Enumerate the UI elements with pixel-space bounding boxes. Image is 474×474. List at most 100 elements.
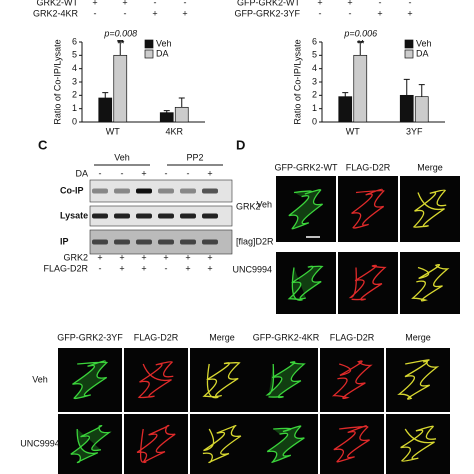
band [114, 188, 130, 194]
y-tick-label: 0 [72, 116, 77, 126]
cell-outline [265, 361, 306, 399]
row-label: FLAG-D2R [43, 263, 88, 273]
band [136, 213, 152, 219]
sign: + [119, 252, 124, 262]
legend-label: Veh [156, 38, 172, 48]
bar [414, 96, 429, 123]
y-tick-label: 6 [312, 36, 317, 46]
bar [98, 97, 113, 123]
legend-swatch [144, 39, 154, 49]
row-label: GRK2-4KR [33, 8, 79, 18]
sign: + [377, 8, 382, 18]
y-tick-label: 4 [72, 63, 77, 73]
band [92, 188, 108, 194]
sign: - [99, 263, 102, 273]
column-header: FLAG-D2R [134, 332, 179, 342]
y-tick-label: 3 [312, 76, 317, 86]
x-tick-label: WT [346, 126, 360, 136]
cell-outline [202, 425, 242, 464]
sign: + [347, 0, 352, 7]
sign: + [141, 252, 146, 262]
row-label: Veh [32, 374, 48, 384]
column-header: FLAG-D2R [346, 162, 391, 172]
micrograph [386, 348, 450, 412]
band [92, 213, 108, 219]
sign: + [141, 263, 146, 273]
legend-swatch [144, 49, 154, 59]
micrograph [320, 414, 384, 474]
row-label: GFP-GRK2-3YF [234, 8, 300, 18]
legend-swatch [404, 49, 414, 59]
column-header: FLAG-D2R [330, 332, 375, 342]
bar [174, 106, 189, 123]
error-bar [178, 97, 185, 108]
error-bar [117, 40, 124, 56]
micrograph [400, 252, 460, 314]
column-header: Merge [209, 332, 235, 342]
y-tick-label: 0 [312, 116, 317, 126]
error-bar [163, 110, 170, 113]
micrograph [58, 414, 122, 474]
blot-label: Co-IP [60, 185, 84, 195]
cell-outline [136, 424, 176, 464]
bar [353, 54, 368, 123]
micrograph [320, 348, 384, 412]
micrograph [190, 348, 254, 412]
sign: + [207, 263, 212, 273]
micrograph [58, 348, 122, 412]
row-label: Veh [256, 199, 272, 209]
column-header: Merge [405, 332, 431, 342]
legend-swatch [404, 39, 414, 49]
sign: + [152, 8, 157, 18]
cell-outline [287, 265, 324, 301]
band [180, 188, 196, 194]
sign: - [94, 8, 97, 18]
y-tick-label: 5 [72, 50, 77, 60]
x-tick-label: 3YF [406, 126, 423, 136]
sign: - [379, 0, 382, 7]
micrograph [276, 176, 336, 242]
column-header: GFP-GRK2-WT [275, 162, 338, 172]
blot-label: Lysate [60, 210, 88, 220]
sign: - [124, 8, 127, 18]
sign: + [163, 252, 168, 262]
sign: + [182, 8, 187, 18]
band [158, 239, 174, 245]
panel-letter: D [236, 137, 245, 152]
annotation: p=0.006 [343, 28, 377, 38]
cell-outline [400, 425, 437, 462]
sign: - [409, 0, 412, 7]
micrograph [386, 414, 450, 474]
y-axis-label: Ratio of Co-IP/Lysate [52, 39, 62, 124]
sign: + [119, 263, 124, 273]
micrograph [254, 348, 318, 412]
y-tick-label: 2 [312, 90, 317, 100]
band [114, 239, 130, 245]
column-header: Merge [417, 162, 443, 172]
sign: + [185, 252, 190, 262]
legend-label: DA [156, 48, 169, 58]
column-header: GFP-GRK2-3YF [57, 332, 123, 342]
error-bar [102, 92, 109, 98]
cell-outline [331, 360, 373, 400]
row-label: GFP-GRK2-WT [237, 0, 300, 7]
sign: - [319, 8, 322, 18]
y-axis-label: Ratio of Co-IP/Lysate [292, 39, 302, 124]
error-bar [403, 78, 410, 96]
sign: - [184, 0, 187, 7]
sign: - [187, 168, 190, 178]
sign: - [165, 168, 168, 178]
y-tick-label: 2 [72, 90, 77, 100]
cell-outline [266, 425, 305, 463]
band [202, 188, 218, 194]
sign: + [97, 252, 102, 262]
group-label: Veh [114, 152, 130, 162]
legend-label: DA [416, 48, 429, 58]
cell-outline [348, 264, 387, 301]
cell-outline [288, 189, 323, 230]
micrograph [276, 252, 336, 314]
band [202, 239, 218, 245]
sign: - [154, 0, 157, 7]
micrograph [124, 348, 188, 412]
